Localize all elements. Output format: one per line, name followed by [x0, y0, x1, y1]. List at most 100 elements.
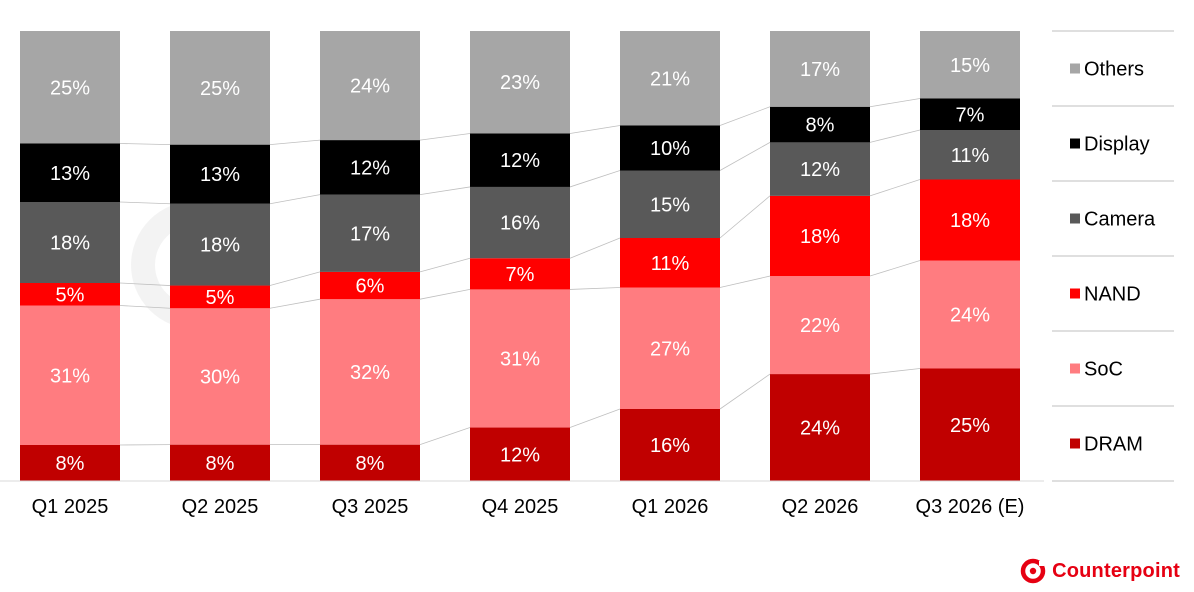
data-label-soc-q1-2025: 31% [50, 365, 90, 387]
bar-camera-q3-2025 [320, 194, 420, 272]
bar-soc-q4-2025 [470, 289, 570, 428]
data-label-nand-q3-2025: 6% [356, 276, 385, 298]
legend-swatch-camera [1070, 213, 1080, 224]
connector-line [269, 271, 321, 286]
bar-display-q4-2025 [470, 133, 570, 187]
bar-nand-q3-2025 [320, 271, 420, 300]
data-label-display-q2-2026: 8% [806, 115, 835, 137]
bar-nand-q2-2025 [170, 285, 270, 309]
data-label-dram-q4-2025: 12% [500, 444, 540, 466]
connector-line [719, 106, 771, 126]
bar-others-q3-2026-e [920, 31, 1020, 99]
connector-line [569, 237, 621, 259]
bar-nand-q3-2026-e [920, 179, 1020, 261]
data-label-others-q1-2026: 21% [650, 68, 690, 90]
data-label-display-q1-2025: 13% [50, 163, 90, 185]
bar-nand-q4-2025 [470, 258, 570, 290]
data-label-camera-q1-2025: 18% [50, 233, 90, 255]
connector-line [569, 287, 621, 290]
x-tick-label-q2-2025: Q2 2025 [182, 496, 259, 518]
data-labels: 8% 31% 5% 18% 13% 25% 8% 30% 5% 18% 13% 25% 8% 32% 6% 1… [50, 55, 990, 475]
connector-line [569, 170, 621, 188]
connector-line [119, 143, 171, 146]
bar-nand-q1-2026 [620, 238, 720, 288]
connector-line [119, 305, 171, 309]
connector-line [719, 373, 771, 410]
connector-line [719, 275, 771, 288]
data-label-nand-q1-2026: 11% [651, 253, 690, 275]
legend-label-nand: NAND [1084, 284, 1141, 306]
connector-lines [119, 98, 921, 446]
bar-camera-q4-2025 [470, 186, 570, 259]
data-label-others-q4-2025: 23% [500, 72, 540, 94]
legend-label-dram: DRAM [1084, 434, 1143, 456]
data-label-soc-q2-2025: 30% [200, 366, 240, 388]
data-label-soc-q4-2025: 31% [500, 348, 540, 370]
data-label-display-q2-2025: 13% [200, 164, 240, 186]
bar-soc-q1-2026 [620, 287, 720, 409]
bar-soc-q2-2025 [170, 308, 270, 445]
connector-line [869, 179, 921, 197]
bar-camera-q1-2025 [20, 202, 120, 283]
connector-line [569, 408, 621, 428]
bar-display-q3-2026-e [920, 98, 1020, 130]
data-label-others-q3-2025: 24% [350, 76, 390, 98]
data-label-dram-q3-2026-e: 25% [950, 415, 990, 437]
data-label-nand-q2-2026: 18% [800, 226, 840, 248]
bar-display-q1-2025 [20, 143, 120, 202]
connector-line [869, 368, 921, 375]
data-label-nand-q3-2026-e: 18% [950, 210, 990, 232]
connector-line [119, 201, 171, 205]
data-label-others-q1-2025: 25% [50, 77, 90, 99]
brand-name: Counterpoint [1052, 559, 1180, 582]
connector-line [419, 427, 471, 446]
legend-swatch-display [1070, 138, 1080, 149]
bar-display-q3-2025 [320, 140, 420, 195]
connector-line [869, 98, 921, 108]
legend-label-display: Display [1084, 134, 1150, 156]
bar-dram-q4-2025 [470, 427, 570, 481]
legend-label-soc: SoC [1084, 359, 1123, 381]
bar-soc-q2-2026 [770, 276, 870, 375]
legend-swatch-dram [1070, 438, 1080, 449]
connector-line [719, 195, 771, 239]
connector-line [869, 129, 921, 143]
data-label-others-q2-2026: 17% [800, 59, 840, 81]
bar-dram-q3-2026-e [920, 368, 1020, 481]
bar-display-q2-2025 [170, 144, 270, 204]
data-label-soc-q2-2026: 22% [800, 315, 840, 337]
connector-line [269, 298, 321, 309]
data-label-others-q2-2025: 25% [200, 78, 240, 100]
data-label-camera-q2-2025: 18% [200, 235, 240, 257]
legend-label-others: Others [1084, 59, 1144, 81]
data-label-nand-q4-2025: 7% [506, 264, 535, 286]
bar-nand-q1-2025 [20, 283, 120, 306]
legend-swatch-soc [1070, 363, 1080, 374]
bar-camera-q3-2026-e [920, 130, 1020, 180]
x-tick-label-q1-2025: Q1 2025 [32, 496, 109, 518]
data-label-dram-q3-2025: 8% [356, 453, 385, 475]
data-label-display-q3-2025: 12% [350, 157, 390, 179]
bar-camera-q2-2025 [170, 203, 270, 286]
bar-others-q2-2025 [170, 31, 270, 145]
bar-others-q3-2025 [320, 31, 420, 141]
legend-label-camera: Camera [1084, 209, 1156, 231]
brand-logo: Counterpoint [1020, 556, 1180, 586]
bar-camera-q2-2026 [770, 142, 870, 196]
connector-line [419, 186, 471, 196]
counterpoint-logo-icon [1020, 558, 1046, 584]
data-label-camera-q3-2026-e: 11% [951, 145, 990, 167]
x-tick-label-q2-2026: Q2 2026 [782, 496, 859, 518]
x-tick-label-q3-2025: Q3 2025 [332, 496, 409, 518]
data-label-camera-q3-2025: 17% [350, 223, 390, 245]
data-label-soc-q3-2025: 32% [350, 362, 390, 384]
legend-swatch-nand [1070, 288, 1080, 299]
data-label-dram-q2-2026: 24% [800, 418, 840, 440]
bar-camera-q1-2026 [620, 170, 720, 238]
data-label-dram-q1-2026: 16% [650, 435, 690, 457]
connector-line [119, 282, 171, 286]
data-label-nand-q2-2025: 5% [206, 287, 235, 309]
data-label-camera-q1-2026: 15% [650, 194, 690, 216]
bar-display-q1-2026 [620, 125, 720, 171]
